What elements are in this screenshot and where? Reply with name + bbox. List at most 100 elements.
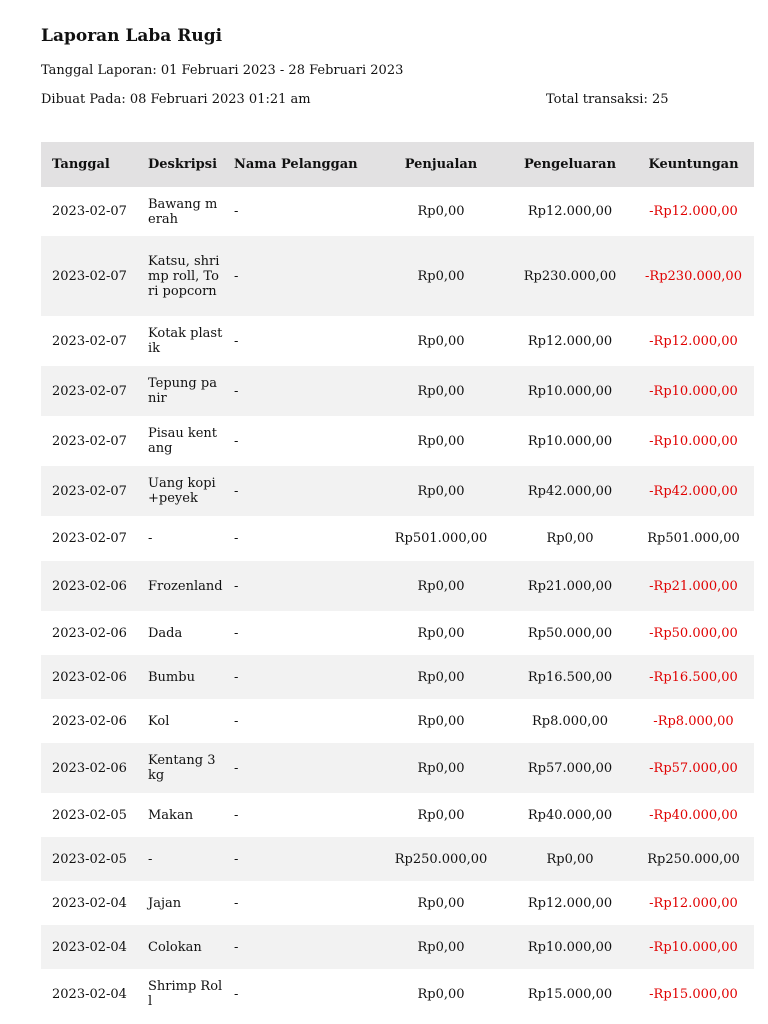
cell-customer: - — [234, 895, 239, 911]
cell-customer: - — [234, 851, 239, 867]
cell-sales: Rp0,00 — [417, 986, 465, 1002]
cell-profit: -Rp50.000,00 — [649, 625, 738, 641]
cell-profit: -Rp8.000,00 — [653, 713, 734, 729]
profit-loss-table: Tanggal Deskripsi Nama Pelanggan Penjual… — [41, 142, 754, 1019]
cell-description: Kol — [148, 713, 170, 729]
cell-profit: -Rp230.000,00 — [645, 268, 742, 284]
table-row: 2023-02-06 Bumbu - Rp0,00 Rp16.500,00 -Rp16.5… — [41, 655, 754, 699]
table-row: 2023-02-05 - - Rp250.000,00 Rp0,00 Rp250.000,… — [41, 837, 754, 881]
cell-sales: Rp0,00 — [417, 939, 465, 955]
cell-description: Pisau kentang — [148, 426, 217, 456]
cell-customer: - — [234, 268, 239, 284]
cell-date: 2023-02-07 — [52, 333, 127, 349]
table-header: Tanggal Deskripsi Nama Pelanggan Penjual… — [41, 142, 754, 187]
cell-profit: -Rp40.000,00 — [649, 807, 738, 823]
cell-expense: Rp230.000,00 — [523, 268, 617, 284]
cell-sales: Rp0,00 — [417, 669, 465, 685]
cell-sales: Rp0,00 — [417, 807, 465, 823]
table-row: 2023-02-07 Uang kopi +peyek - Rp0,00 Rp42.00… — [41, 466, 754, 516]
cell-date: 2023-02-04 — [52, 986, 127, 1002]
cell-date: 2023-02-05 — [52, 807, 127, 823]
cell-description: Frozenland — [148, 578, 223, 594]
cell-expense: Rp10.000,00 — [527, 939, 613, 955]
cell-date: 2023-02-07 — [52, 433, 127, 449]
cell-date: 2023-02-04 — [52, 939, 127, 955]
cell-description: Kentang 3 kg — [148, 753, 216, 783]
cell-expense: Rp40.000,00 — [527, 807, 613, 823]
cell-description: Tepung panir — [148, 376, 217, 406]
column-header-customer: Nama Pelanggan — [234, 157, 358, 172]
cell-expense: Rp10.000,00 — [527, 433, 613, 449]
cell-customer: - — [234, 669, 239, 685]
table-row: 2023-02-04 Colokan - Rp0,00 Rp10.000,00 -Rp10… — [41, 925, 754, 969]
cell-profit: -Rp21.000,00 — [649, 578, 738, 594]
cell-sales: Rp0,00 — [417, 204, 465, 219]
cell-sales: Rp0,00 — [417, 578, 465, 594]
cell-profit: Rp501.000,00 — [647, 531, 740, 546]
cell-expense: Rp12.000,00 — [527, 895, 613, 911]
cell-description: Dada — [148, 625, 183, 641]
table-row: 2023-02-05 Makan - Rp0,00 Rp40.000,00 -Rp40.0… — [41, 793, 754, 837]
cell-customer: - — [234, 625, 239, 641]
cell-profit: -Rp15.000,00 — [649, 986, 738, 1002]
cell-sales: Rp250.000,00 — [394, 851, 488, 867]
cell-description: Kotak plastik — [148, 326, 223, 356]
cell-sales: Rp0,00 — [417, 333, 465, 349]
cell-expense: Rp42.000,00 — [527, 483, 613, 499]
cell-profit: -Rp12.000,00 — [649, 895, 738, 911]
table-row: 2023-02-07 Kotak plastik - Rp0,00 Rp12.000,0… — [41, 316, 754, 366]
report-title: Laporan Laba Rugi — [41, 26, 223, 46]
table-row: 2023-02-06 Dada - Rp0,00 Rp50.000,00 -Rp50.00… — [41, 611, 754, 655]
cell-description: Makan — [148, 807, 194, 823]
cell-expense: Rp12.000,00 — [527, 204, 613, 219]
cell-sales: Rp0,00 — [417, 433, 465, 449]
table-header-row: Tanggal Deskripsi Nama Pelanggan Penjual… — [41, 142, 754, 187]
cell-profit: Rp250.000,00 — [647, 851, 740, 867]
cell-sales: Rp0,00 — [417, 895, 465, 911]
cell-expense: Rp10.000,00 — [527, 383, 613, 399]
cell-profit: -Rp12.000,00 — [649, 204, 738, 219]
table-row: 2023-02-07 Tepung panir - Rp0,00 Rp10.000,00… — [41, 366, 754, 416]
cell-description: - — [148, 851, 153, 867]
cell-expense: Rp0,00 — [546, 531, 594, 546]
cell-customer: - — [234, 483, 239, 499]
table-body: 2023-02-07 Bawang merah - Rp0,00 Rp12.000,00… — [41, 187, 754, 1019]
column-header-sales: Penjualan — [404, 157, 478, 172]
cell-customer: - — [234, 383, 239, 399]
cell-expense: Rp15.000,00 — [527, 986, 613, 1002]
cell-customer: - — [234, 760, 239, 776]
cell-sales: Rp0,00 — [417, 383, 465, 399]
cell-sales: Rp501.000,00 — [394, 531, 488, 546]
cell-description: Shrimp Roll — [148, 979, 223, 1009]
cell-expense: Rp12.000,00 — [527, 333, 613, 349]
cell-date: 2023-02-06 — [52, 760, 127, 776]
table-row: 2023-02-07 Katsu, shrimp roll, Tori popco… — [41, 236, 754, 316]
cell-date: 2023-02-06 — [52, 669, 127, 685]
cell-description: Uang kopi +peyek — [148, 476, 216, 506]
cell-profit: -Rp42.000,00 — [649, 483, 738, 499]
column-header-expense: Pengeluaran — [523, 157, 617, 172]
cell-date: 2023-02-07 — [52, 383, 127, 399]
report-period: Tanggal Laporan: 01 Februari 2023 - 28 F… — [41, 63, 404, 78]
cell-description: Colokan — [148, 939, 202, 955]
cell-date: 2023-02-07 — [52, 204, 127, 219]
cell-customer: - — [234, 578, 239, 594]
cell-expense: Rp50.000,00 — [527, 625, 613, 641]
cell-profit: -Rp16.500,00 — [649, 669, 738, 685]
cell-sales: Rp0,00 — [417, 483, 465, 499]
cell-profit: -Rp10.000,00 — [649, 383, 738, 399]
table-row: 2023-02-06 Kol - Rp0,00 Rp8.000,00 -Rp8.000,0… — [41, 699, 754, 743]
table-row: 2023-02-04 Jajan - Rp0,00 Rp12.000,00 -Rp12.0… — [41, 881, 754, 925]
cell-profit: -Rp12.000,00 — [649, 333, 738, 349]
cell-expense: Rp0,00 — [546, 851, 594, 867]
cell-sales: Rp0,00 — [417, 713, 465, 729]
column-header-date: Tanggal — [52, 157, 110, 172]
transaction-total: Total transaksi: 25 — [546, 92, 669, 107]
cell-customer: - — [234, 531, 239, 546]
cell-sales: Rp0,00 — [417, 625, 465, 641]
table-row: 2023-02-07 Bawang merah - Rp0,00 Rp12.000,00… — [41, 187, 754, 236]
cell-customer: - — [234, 939, 239, 955]
cell-description: Bawang merah — [148, 196, 218, 227]
cell-sales: Rp0,00 — [417, 268, 465, 284]
cell-profit: -Rp10.000,00 — [649, 433, 738, 449]
